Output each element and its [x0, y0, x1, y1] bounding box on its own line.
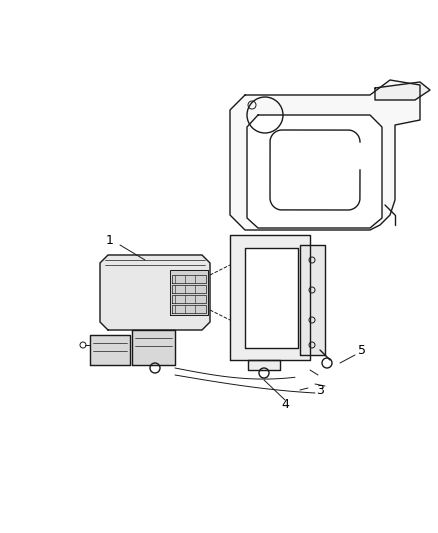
Text: 4: 4 [280, 399, 288, 411]
Polygon shape [170, 270, 208, 315]
Text: 1: 1 [106, 233, 114, 246]
Polygon shape [299, 245, 324, 355]
Polygon shape [230, 235, 309, 360]
Polygon shape [244, 248, 297, 348]
Polygon shape [230, 80, 419, 230]
Polygon shape [132, 330, 175, 365]
Text: 3: 3 [315, 384, 323, 397]
Text: 5: 5 [357, 343, 365, 357]
Polygon shape [247, 360, 279, 370]
Polygon shape [100, 255, 209, 330]
Polygon shape [247, 115, 381, 228]
Polygon shape [374, 82, 429, 100]
Polygon shape [90, 335, 130, 365]
